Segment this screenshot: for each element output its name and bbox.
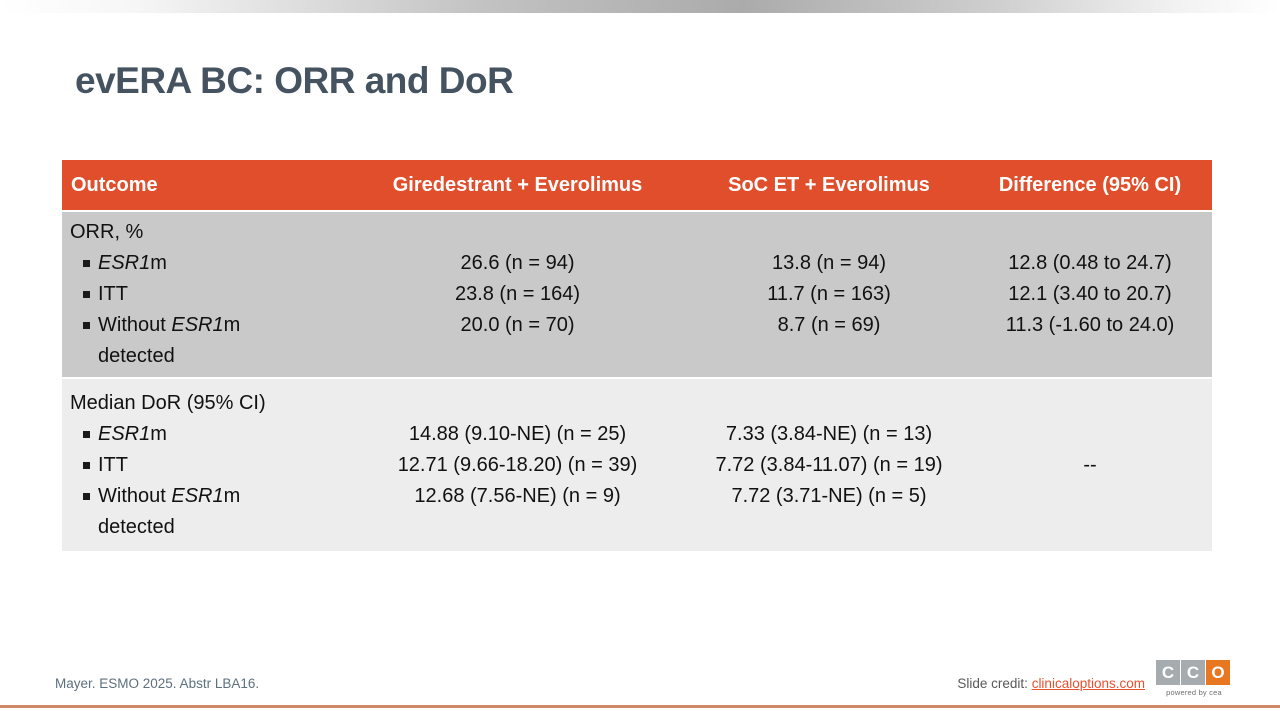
- table-header-row: Outcome Giredestrant + Everolimus SoC ET…: [62, 160, 1212, 210]
- spacer-line: [690, 512, 968, 543]
- row-label-itt: ITT: [70, 450, 345, 481]
- value-dor-without-gire: 12.68 (7.56-NE) (n = 9): [414, 485, 621, 507]
- results-table: Outcome Giredestrant + Everolimus SoC ET…: [62, 160, 1212, 551]
- spacer-line: [345, 341, 690, 372]
- section-label: Median DoR (95% CI): [70, 392, 266, 414]
- value-dor-esr1m-soc: 7.33 (3.84-NE) (n = 13): [725, 423, 933, 445]
- bottom-divider-line: [0, 705, 1280, 708]
- orr-giredestrant-cell: 26.6 (n = 94) 23.8 (n = 164) 20.0 (n = 7…: [345, 217, 690, 372]
- cco-logo-tagline: powered by cea: [1166, 688, 1222, 697]
- value-orr-without-diff: 11.3 (-1.60 to 24.0): [1005, 314, 1175, 336]
- spacer-line: [968, 388, 1212, 419]
- bullet-square-icon: [83, 493, 90, 500]
- footer-reference: Mayer. ESMO 2025. Abstr LBA16.: [55, 676, 260, 691]
- orr-label-cell: ORR, % ESR1m ITT Without ESR1m detected: [62, 217, 345, 372]
- bullet-square-icon: [83, 260, 90, 267]
- bullet-square-icon: [83, 291, 90, 298]
- column-header-soc: SoC ET + Everolimus: [728, 173, 930, 196]
- column-header-giredestrant: Giredestrant + Everolimus: [392, 173, 643, 196]
- slide-credit: Slide credit: clinicaloptions.com: [957, 676, 1145, 691]
- bullet-square-icon: [83, 431, 90, 438]
- spacer-line: [345, 512, 690, 543]
- value-dor-without-soc: 7.72 (3.71-NE) (n = 5): [731, 485, 927, 507]
- value-orr-itt-soc: 11.7 (n = 163): [767, 283, 891, 305]
- spacer-line: [345, 217, 690, 248]
- cco-logo-letter-c1: C: [1156, 660, 1180, 685]
- row-label-itt: ITT: [70, 279, 345, 310]
- bullet-square-icon: [83, 462, 90, 469]
- slide-credit-label: Slide credit:: [957, 676, 1032, 691]
- row-label-without-esr1m: Without ESR1m: [70, 310, 345, 341]
- table-section-dor: Median DoR (95% CI) ESR1m ITT Without ES…: [62, 379, 1212, 551]
- spacer-line: [345, 388, 690, 419]
- value-dor-esr1m-gire: 14.88 (9.10-NE) (n = 25): [408, 423, 627, 445]
- spacer-line: [690, 388, 968, 419]
- value-dor-itt-diff: --: [1083, 454, 1097, 476]
- dor-giredestrant-cell: 14.88 (9.10-NE) (n = 25) 12.71 (9.66-18.…: [345, 388, 690, 543]
- orr-difference-cell: 12.8 (0.48 to 24.7) 12.1 (3.40 to 20.7) …: [968, 217, 1212, 372]
- column-header-outcome: Outcome: [71, 173, 158, 196]
- spacer-line: [968, 217, 1212, 248]
- row-label-continuation: detected: [98, 345, 175, 367]
- table-section-orr: ORR, % ESR1m ITT Without ESR1m detected …: [62, 212, 1212, 377]
- value-orr-esr1m-diff: 12.8 (0.48 to 24.7): [1008, 252, 1172, 274]
- dor-label-cell: Median DoR (95% CI) ESR1m ITT Without ES…: [62, 388, 345, 543]
- value-dor-itt-soc: 7.72 (3.84-11.07) (n = 19): [715, 454, 943, 476]
- top-gradient-bar: [0, 0, 1280, 13]
- spacer-line: [968, 341, 1212, 372]
- cco-logo-letter-c2: C: [1181, 660, 1205, 685]
- orr-soc-cell: 13.8 (n = 94) 11.7 (n = 163) 8.7 (n = 69…: [690, 217, 968, 372]
- row-label-without-esr1m: Without ESR1m: [70, 481, 345, 512]
- value-orr-without-soc: 8.7 (n = 69): [777, 314, 881, 336]
- value-orr-itt-diff: 12.1 (3.40 to 20.7): [1008, 283, 1172, 305]
- value-dor-without-diff: [968, 481, 1212, 512]
- spacer-line: [690, 341, 968, 372]
- spacer-line: [690, 217, 968, 248]
- cco-logo-squares: C C O: [1156, 660, 1232, 685]
- value-orr-esr1m-soc: 13.8 (n = 94): [772, 252, 886, 274]
- dor-difference-cell: --: [968, 388, 1212, 543]
- value-dor-esr1m-diff: [968, 419, 1212, 450]
- section-label: ORR, %: [70, 221, 144, 243]
- dor-soc-cell: 7.33 (3.84-NE) (n = 13) 7.72 (3.84-11.07…: [690, 388, 968, 543]
- row-label-continuation: detected: [98, 516, 175, 538]
- row-label-esr1m: ESR1m: [70, 419, 345, 450]
- page-title: evERA BC: ORR and DoR: [75, 60, 514, 101]
- bullet-square-icon: [83, 322, 90, 329]
- value-orr-itt-gire: 23.8 (n = 164): [454, 283, 581, 305]
- value-orr-without-gire: 20.0 (n = 70): [460, 314, 575, 336]
- value-orr-esr1m-gire: 26.6 (n = 94): [460, 252, 575, 274]
- row-label-esr1m: ESR1m: [70, 248, 345, 279]
- column-header-difference: Difference (95% CI): [998, 173, 1182, 196]
- value-dor-itt-gire: 12.71 (9.66-18.20) (n = 39): [397, 454, 638, 476]
- spacer-line: [968, 512, 1212, 543]
- slide-credit-link[interactable]: clinicaloptions.com: [1031, 676, 1145, 691]
- cco-logo: C C O powered by cea: [1156, 660, 1232, 697]
- cco-logo-letter-o: O: [1206, 660, 1230, 685]
